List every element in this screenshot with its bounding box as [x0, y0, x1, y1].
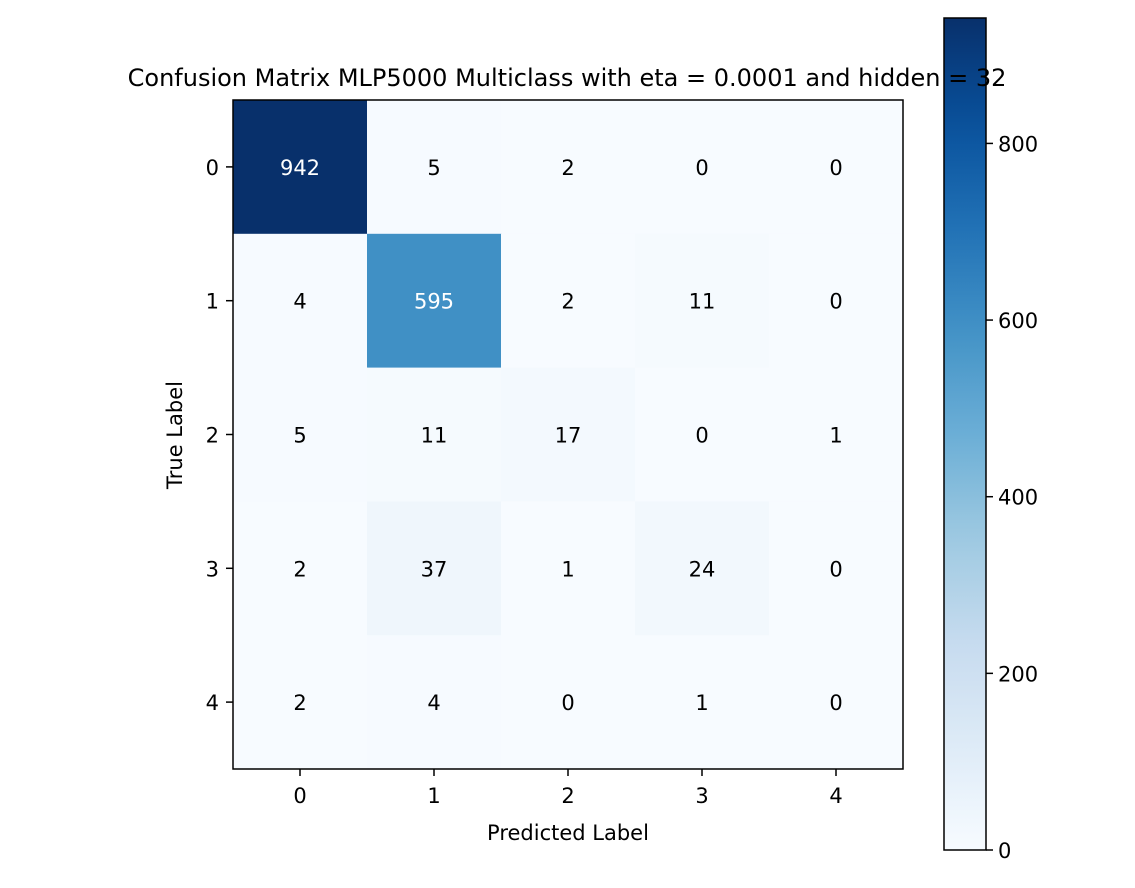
heatmap-cell-4-3: [635, 635, 770, 770]
heatmap-cell-0-1: [367, 100, 502, 235]
cell-value-0-0: 942: [280, 156, 320, 180]
heatmap-cell-0-2: [501, 100, 636, 235]
heatmap-cell-1-1: [367, 233, 502, 369]
cell-value-1-2: 2: [561, 290, 574, 314]
cell-annotations: 942 5 2 0 04 595 2 11 05 11 17 0 12 37 1 24 02 4 0 1 0: [280, 156, 843, 715]
heatmap-cell-3-3: [635, 501, 770, 636]
cell-value-1-3: 11: [689, 290, 716, 314]
cell-value-3-1: 37: [421, 557, 448, 581]
cell-value-4-0: 2: [293, 691, 306, 715]
cell-value-3-4: 0: [829, 557, 842, 581]
heatmap-cell-1-4: [769, 233, 904, 369]
y-tick-label-4: 4: [206, 691, 219, 715]
x-tick-label-2: 2: [561, 784, 574, 808]
heatmap-cell-4-0: [233, 635, 368, 770]
cell-value-2-4: 1: [829, 424, 842, 448]
cell-value-1-0: 4: [293, 290, 306, 314]
cell-value-0-4: 0: [829, 156, 842, 180]
x-tick-label-1: 1: [427, 784, 440, 808]
cell-value-2-3: 0: [695, 424, 708, 448]
cell-value-3-3: 24: [689, 557, 716, 581]
y-tick-label-0: 0: [206, 156, 219, 180]
heatmap-cell-2-2: [501, 367, 636, 502]
cell-value-4-1: 4: [427, 691, 440, 715]
colorbar-tick-label-2: 400: [998, 486, 1038, 510]
y-axis-label: True Label: [163, 381, 187, 490]
colorbar-tick-label-4: 800: [998, 132, 1038, 156]
y-tick-label-2: 2: [206, 424, 219, 448]
heatmap-cell-3-4: [769, 501, 904, 636]
heatmap-cell-3-0: [233, 501, 368, 636]
x-axis-label: Predicted Label: [487, 821, 649, 845]
heatmap-cells: [233, 100, 904, 770]
heatmap-cell-1-3: [635, 233, 770, 369]
x-tick-label-4: 4: [829, 784, 842, 808]
colorbar-tick-label-0: 0: [998, 839, 1011, 863]
heatmap-cell-2-3: [635, 367, 770, 502]
cell-value-3-2: 1: [561, 557, 574, 581]
y-axis: 0 1 2 3 4: [206, 156, 233, 715]
cell-value-2-2: 17: [555, 424, 582, 448]
cell-value-4-2: 0: [561, 691, 574, 715]
heatmap-cell-3-1: [367, 501, 502, 636]
cell-value-1-4: 0: [829, 290, 842, 314]
x-tick-label-0: 0: [293, 784, 306, 808]
heatmap-cell-1-2: [501, 233, 636, 369]
colorbar-bar: [943, 17, 987, 851]
cell-value-0-2: 2: [561, 156, 574, 180]
colorbar-tick-label-1: 200: [998, 662, 1038, 686]
cell-value-0-1: 5: [427, 156, 440, 180]
colorbar: 0 200 400 600 800: [943, 17, 1038, 863]
heatmap-cell-4-2: [501, 635, 636, 770]
cell-value-4-3: 1: [695, 691, 708, 715]
heatmap-cell-0-0: [233, 100, 368, 235]
heatmap-cell-0-4: [769, 100, 904, 235]
x-tick-label-3: 3: [695, 784, 708, 808]
cell-value-2-0: 5: [293, 424, 306, 448]
heatmap-cell-0-3: [635, 100, 770, 235]
x-axis: 0 1 2 3 4: [293, 769, 843, 808]
chart-title: Confusion Matrix MLP5000 Multiclass with…: [128, 64, 1007, 92]
y-tick-label-1: 1: [206, 290, 219, 314]
heatmap-cell-4-4: [769, 635, 904, 770]
cell-value-3-0: 2: [293, 557, 306, 581]
cell-value-1-1: 595: [414, 290, 454, 314]
cell-value-2-1: 11: [421, 424, 448, 448]
y-tick-label-3: 3: [206, 557, 219, 581]
heatmap-cell-4-1: [367, 635, 502, 770]
heatmap-cell-1-0: [233, 233, 368, 369]
cell-value-0-3: 0: [695, 156, 708, 180]
heatmap-cell-2-1: [367, 367, 502, 502]
heatmap-cell-2-4: [769, 367, 904, 502]
heatmap-cell-3-2: [501, 501, 636, 636]
colorbar-tick-label-3: 600: [998, 309, 1038, 333]
cell-value-4-4: 0: [829, 691, 842, 715]
heatmap-cell-2-0: [233, 367, 368, 502]
